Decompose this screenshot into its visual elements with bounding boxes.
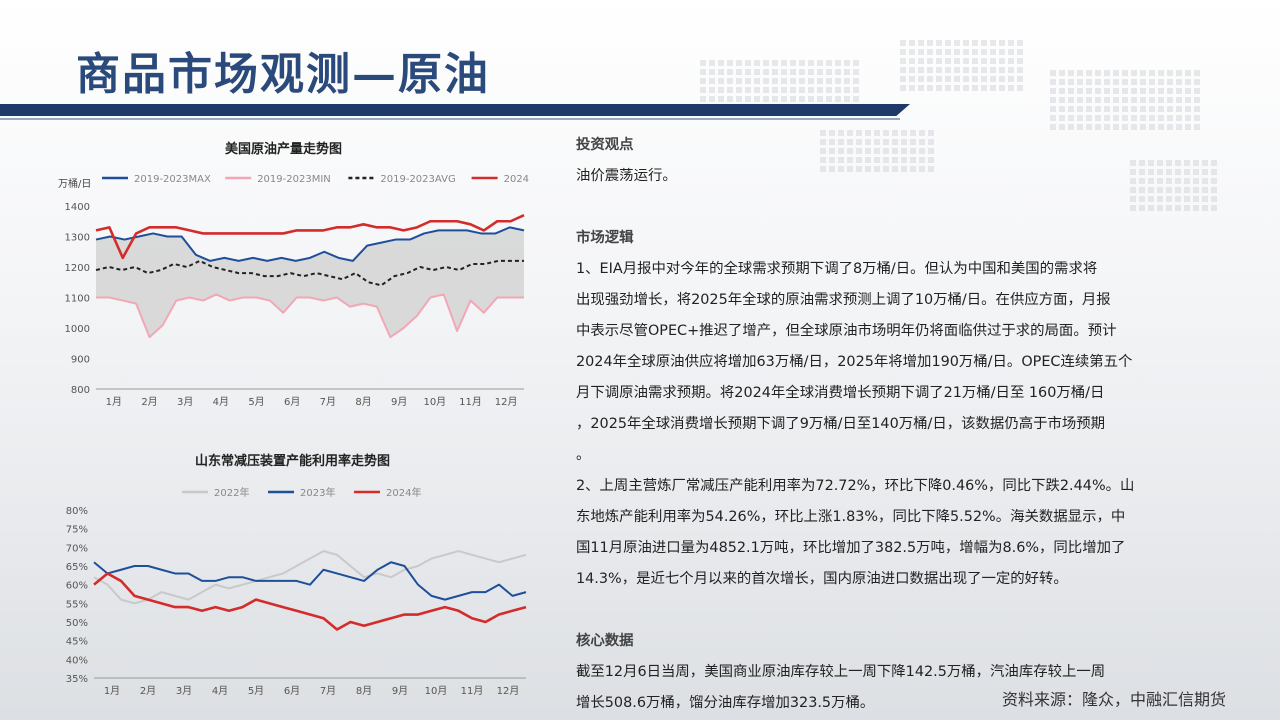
analysis-panel: 投资观点 油价震荡运行。 市场逻辑 1、EIA月报中对今年的全球需求预期下调了8… — [576, 130, 1226, 719]
x-tick-label: 2月 — [141, 396, 157, 408]
x-tick-label: 10月 — [425, 685, 448, 697]
x-tick-label: 12月 — [497, 685, 520, 697]
x-tick-label: 6月 — [284, 396, 300, 408]
x-tick-label: 12月 — [495, 396, 518, 408]
x-tick-label: 7月 — [320, 396, 336, 408]
x-tick-label: 9月 — [391, 396, 407, 408]
legend-label: 2019-2023AVG — [380, 174, 455, 185]
heading-investment-view: 投资观点 — [576, 137, 634, 153]
y-tick-label: 1300 — [65, 233, 90, 244]
series-line-1 — [96, 293, 524, 339]
y-tick-label: 70% — [66, 543, 88, 554]
y-tick-label: 1200 — [65, 263, 90, 274]
heading-market-logic: 市场逻辑 — [576, 230, 634, 246]
chart2-title: 山东常减压装置产能利用率走势图 — [195, 454, 391, 469]
series-line-0 — [95, 226, 525, 262]
x-tick-label: 7月 — [320, 685, 336, 697]
page-title: 商品市场观测—原油 — [76, 49, 490, 100]
header-line — [0, 118, 900, 120]
logic-line: 。 — [576, 447, 591, 463]
core-data-line: 截至12月6日当周，美国商业原油库存较上一周下降142.5万桶，汽油库存较上一周 — [576, 664, 1106, 680]
x-tick-label: 9月 — [392, 685, 408, 697]
legend-label: 2024 — [504, 174, 529, 185]
logic-line: 中表示尽管OPEC+推迟了增产，但全球原油市场明年仍将面临供过于求的局面。预计 — [576, 323, 1117, 339]
x-tick-label: 6月 — [284, 685, 300, 697]
x-tick-label: 11月 — [461, 685, 484, 697]
header-bar — [0, 104, 910, 116]
logic-line: 出现强劲增长，将2025年全球的原油需求预测上调了10万桶/日。在供应方面，月报 — [576, 292, 1111, 308]
logic-line: 2、上周主营炼厂常减压产能利用率为72.72%，环比下降0.46%，同比下跌2.… — [576, 478, 1135, 494]
us-crude-production-chart: 2019-2023MAX 2019-2023MIN 2019-2023AVG 2024… — [58, 174, 529, 408]
shandong-utilization-chart: 2022年 2023年 2024年 80% 75% 70% 65% 60% 55% 50% 45% 4… — [66, 486, 527, 697]
y-tick-label: 50% — [66, 618, 88, 629]
series-line-2 — [93, 572, 527, 631]
heading-core-data: 核心数据 — [576, 633, 634, 649]
y-tick-label: 35% — [66, 674, 88, 685]
y-tick-label: 65% — [66, 562, 88, 573]
y-tick-label: 40% — [66, 655, 88, 666]
logic-line: 东地炼产能利用率为54.26%，环比上涨1.83%，同比下降5.52%。海关数据… — [576, 509, 1126, 525]
max-min-band — [96, 227, 524, 338]
x-tick-label: 4月 — [212, 685, 228, 697]
x-tick-label: 8月 — [355, 396, 371, 408]
x-tick-label: 4月 — [213, 396, 229, 408]
core-data-line: 增长508.6万桶，馏分油库存增加323.5万桶。 — [576, 695, 875, 711]
y-tick-label: 80% — [66, 506, 88, 517]
x-tick-label: 2月 — [140, 685, 156, 697]
series-line-3 — [95, 213, 525, 260]
chart1-title: 美国原油产量走势图 — [225, 142, 343, 157]
legend-label: 2019-2023MAX — [134, 174, 211, 185]
y-tick-label: 1000 — [65, 324, 90, 335]
x-tick-label: 1月 — [106, 396, 122, 408]
y-tick-label: 45% — [66, 637, 88, 648]
x-tick-label: 1月 — [104, 685, 120, 697]
legend-label: 2024年 — [386, 486, 421, 499]
y-tick-label: 800 — [71, 385, 90, 396]
investment-view-text: 油价震荡运行。 — [576, 168, 677, 184]
x-tick-label: 5月 — [248, 396, 264, 408]
x-tick-label: 3月 — [177, 396, 193, 408]
y-tick-label: 60% — [66, 581, 88, 592]
logic-line: 2024年全球原油供应将增加63万桶/日，2025年将增加190万桶/日。OPE… — [576, 354, 1133, 370]
y-axis-label: 万桶/日 — [58, 177, 91, 190]
y-tick-label: 55% — [66, 599, 88, 610]
x-tick-label: 3月 — [176, 685, 192, 697]
series-line-1 — [93, 561, 527, 601]
x-tick-label: 8月 — [356, 685, 372, 697]
logic-line: 1、EIA月报中对今年的全球需求预期下调了8万桶/日。但认为中国和美国的需求将 — [576, 261, 1098, 277]
logic-line: 14.3%，是近七个月以来的首次增长，国内原油进口数据出现了一定的好转。 — [576, 571, 1068, 587]
y-tick-label: 1100 — [65, 294, 90, 305]
y-tick-label: 1400 — [65, 202, 90, 213]
x-tick-label: 11月 — [459, 396, 482, 408]
x-tick-label: 5月 — [248, 685, 264, 697]
logic-line: 国11月原油进口量为4852.1万吨，环比增加了382.5万吨，增幅为8.6%，… — [576, 540, 1126, 556]
source-note: 资料来源：隆众，中融汇信期货 — [1001, 690, 1226, 709]
y-tick-label: 900 — [71, 355, 90, 366]
x-tick-label: 10月 — [423, 396, 446, 408]
legend-label: 2023年 — [300, 486, 335, 499]
legend-label: 2019-2023MIN — [257, 174, 331, 185]
y-tick-label: 75% — [66, 525, 88, 536]
series-line-0 — [93, 550, 527, 605]
logic-line: ，2025年全球消费增长预期下调了9万桶/日至140万桶/日，该数据仍高于市场预… — [576, 416, 1106, 432]
logic-line: 月下调原油需求预期。将2024年全球消费增长预期下调了21万桶/日至 160万桶… — [576, 385, 1105, 401]
legend-label: 2022年 — [214, 486, 249, 499]
